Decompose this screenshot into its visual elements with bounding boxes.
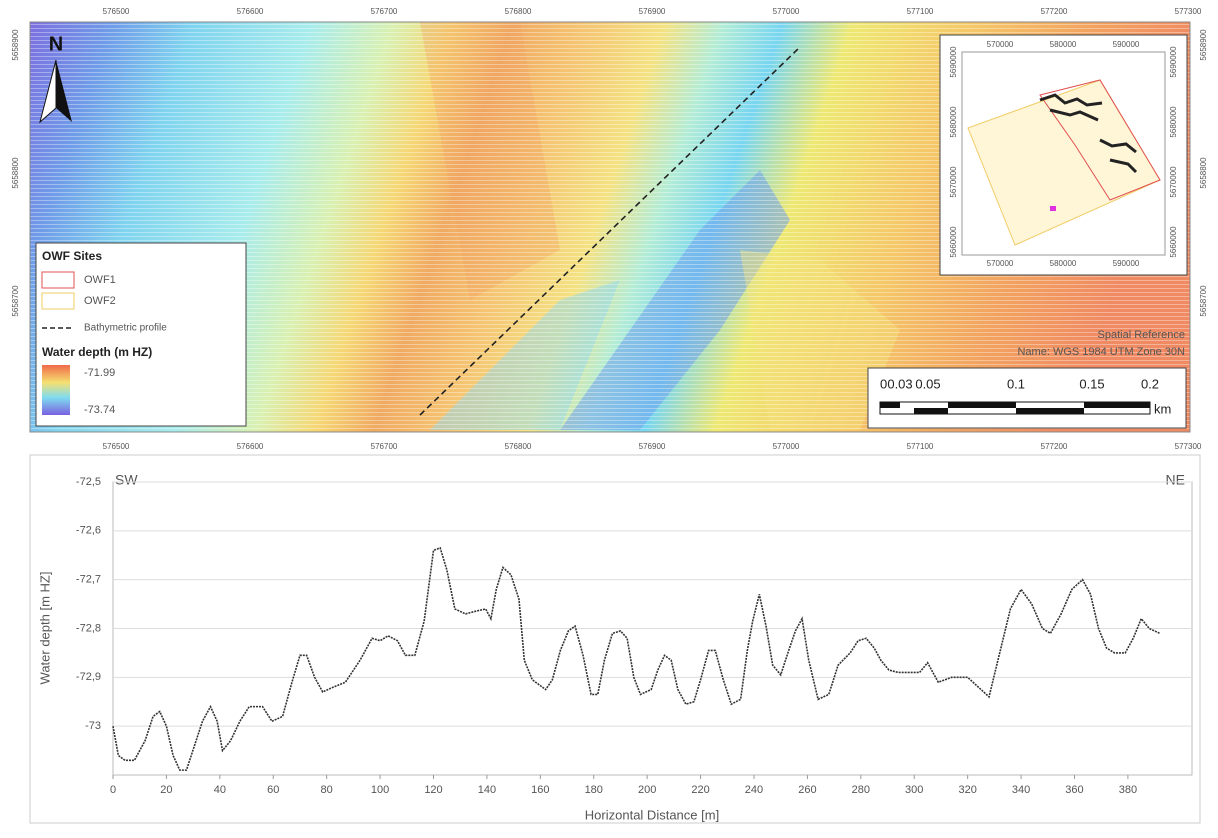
inset-map: 570000 570000 580000 580000 590000 590000 5690… [940,35,1187,275]
x-axis-title: Horizontal Distance [m] [585,807,719,822]
map-x-tick-label: 576500 [103,7,130,16]
y-tick-label: -72,8 [76,622,101,634]
x-tick-label: 40 [214,784,226,796]
chart-frame [30,455,1200,823]
map-x-tick-label: 576500 [103,442,130,451]
inset-x-tick-label: 570000 [987,40,1014,49]
profile-chart: SW NE Horizontal Distance [m] Water dept… [30,455,1200,823]
x-tick-label: 360 [1065,784,1083,796]
map-x-tick-label: 577200 [1041,442,1068,451]
x-tick-label: 120 [424,784,442,796]
legend-item: Bathymetric profile [84,323,167,334]
reference-text: Spatial Reference [1098,329,1185,341]
map-x-tick-label: 576700 [371,7,398,16]
y-tick-label: -73 [85,720,101,732]
inset-y-tick-label: 5670000 [1169,166,1178,198]
scale-label: 0.15 [1079,376,1104,391]
legend-item: OWF2 [84,295,116,307]
inset-x-tick-label: 590000 [1113,259,1140,268]
inset-x-tick-label: 570000 [987,259,1014,268]
map-x-tick-label: 576900 [639,442,666,451]
map-y-tick-label: 5658900 [11,29,20,61]
map-x-tick-label: 577300 [1175,7,1202,16]
map-x-tick-label: 576800 [505,7,532,16]
x-tick-label: 380 [1119,784,1137,796]
inset-x-tick-label: 580000 [1050,259,1077,268]
map: 576500 576500 576600 576600 576700 576700 5768… [11,7,1208,451]
scale-label: 0 [880,376,887,391]
inset-y-tick-label: 5660000 [1169,226,1178,258]
inset-y-tick-label: 5660000 [949,226,958,258]
x-tick-label: 260 [798,784,816,796]
north-label: N [49,33,63,55]
x-tick-label: 0 [110,784,116,796]
inset-x-tick-label: 590000 [1113,40,1140,49]
map-x-tick-label: 576900 [639,7,666,16]
scale-label: 0.03 [887,376,912,391]
x-tick-label: 140 [478,784,496,796]
scale-label: 0.2 [1141,376,1159,391]
map-x-tick-label: 577000 [773,442,800,451]
legend: OWF Sites OWF1 OWF2 Bathymetric profile … [36,243,246,426]
x-tick-label: 300 [905,784,923,796]
map-x-tick-label: 577000 [773,7,800,16]
annotation: SW [115,472,138,488]
map-y-tick-label: 5658800 [1199,157,1208,189]
x-tick-label: 340 [1012,784,1030,796]
annotation: NE [1166,472,1185,488]
inset-y-tick-label: 5690000 [949,46,958,78]
inset-y-tick-label: 5680000 [949,106,958,138]
map-x-tick-label: 577100 [907,7,934,16]
map-x-tick-label: 577100 [907,442,934,451]
legend-item: OWF1 [84,274,116,286]
x-tick-label: 60 [267,784,279,796]
map-y-tick-label: 5658700 [1199,285,1208,317]
map-x-tick-label: 577300 [1175,442,1202,451]
map-x-tick-label: 577200 [1041,7,1068,16]
inset-y-tick-label: 5680000 [1169,106,1178,138]
legend-title: OWF Sites [42,249,102,263]
depth-max: -71.99 [84,367,115,379]
figure: 576500 576500 576600 576600 576700 576700 5768… [0,0,1218,838]
y-tick-label: -72,5 [76,476,101,488]
map-x-tick-label: 576600 [237,7,264,16]
map-y-tick-label: 5658900 [1199,29,1208,61]
profile-line [113,548,1160,770]
x-tick-label: 180 [585,784,603,796]
y-tick-label: -72,7 [76,574,101,586]
map-x-tick-label: 576700 [371,442,398,451]
x-tick-label: 100 [371,784,389,796]
map-x-tick-label: 576800 [505,442,532,451]
x-tick-label: 80 [321,784,333,796]
y-axis-title: Water depth [m HZ] [37,572,52,685]
x-tick-label: 220 [691,784,709,796]
depth-min: -73.74 [84,404,115,416]
inset-y-tick-label: 5690000 [1169,46,1178,78]
x-tick-label: 280 [852,784,870,796]
reference-text: Name: WGS 1984 UTM Zone 30N [1017,346,1185,358]
scale-unit: km [1154,401,1171,416]
x-tick-label: 320 [958,784,976,796]
x-tick-label: 200 [638,784,656,796]
inset-x-tick-label: 580000 [1050,40,1077,49]
y-tick-label: -72,9 [76,671,101,683]
y-tick-label: -72,6 [76,525,101,537]
x-tick-label: 20 [160,784,172,796]
inset-y-tick-label: 5670000 [949,166,958,198]
map-y-tick-label: 5658800 [11,157,20,189]
map-x-tick-label: 576600 [237,442,264,451]
x-tick-label: 160 [531,784,549,796]
depth-title: Water depth (m HZ) [42,345,152,359]
scale-label: 0.05 [915,376,940,391]
x-tick-label: 240 [745,784,763,796]
map-y-tick-label: 5658700 [11,285,20,317]
scale-label: 0.1 [1007,376,1025,391]
